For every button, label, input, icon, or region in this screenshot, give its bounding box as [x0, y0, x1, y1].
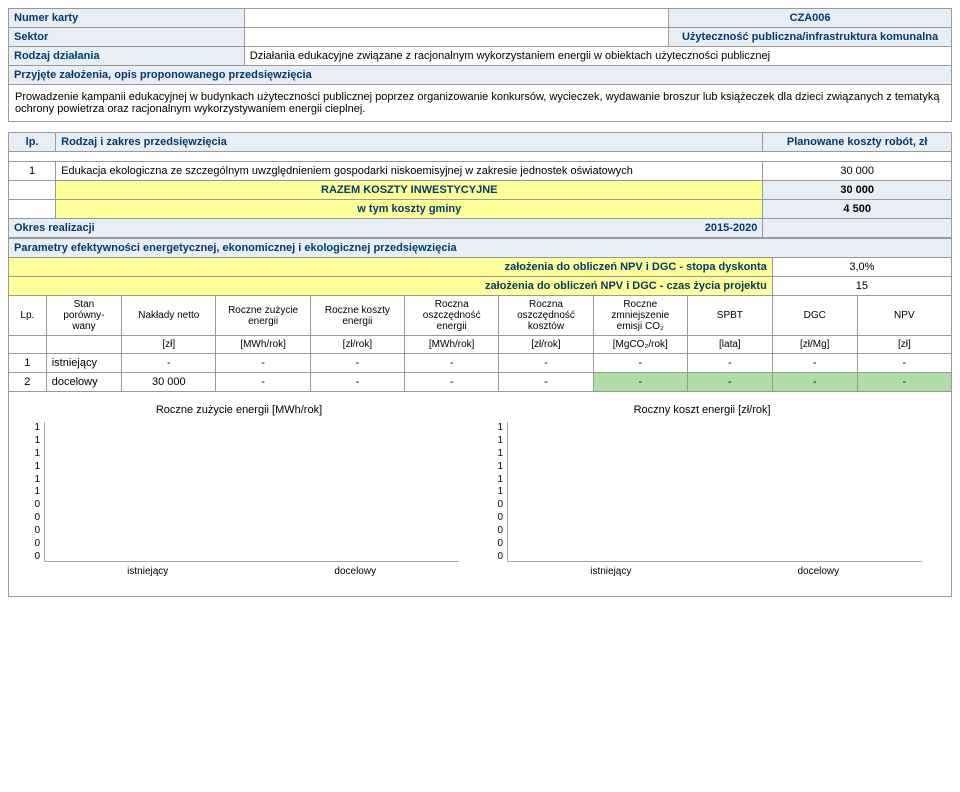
chart-cost-yaxis: 1 1 1 1 1 1 0 0 0 0 0 [482, 422, 507, 562]
npv-life-label: założenia do obliczeń NPV i DGC - czas ż… [9, 277, 773, 296]
col-co2: Roczne zmniejszenie emisji CO₂ [593, 296, 687, 336]
u-dgc: [zł/Mg] [772, 336, 857, 354]
scope-table: lp. Rodzaj i zakres przedsięwzięcia Plan… [8, 132, 952, 238]
col-zuzycie: Roczne zużycie energii [216, 296, 310, 336]
card-no-label: Numer karty [9, 9, 245, 28]
npv-rate-value: 3,0% [772, 258, 951, 277]
col-naklady: Nakłady netto [122, 296, 216, 336]
chart-energy-plot [44, 422, 459, 562]
col-spbt: SPBT [687, 296, 772, 336]
chart-energy-xaxis: istniejący docelowy [44, 562, 459, 577]
col-lp: lp. [9, 133, 56, 152]
row1-scope: Edukacja ekologiczna ze szczególnym uwzg… [56, 162, 763, 181]
chart-cost-xaxis: istniejący docelowy [507, 562, 922, 577]
total-label: RAZEM KOSZTY INWESTYCYJNE [56, 181, 763, 200]
header-table: Numer karty CZA006 Sektor Użyteczność pu… [8, 8, 952, 122]
data-row: 1 istniejący - - - - - - - - - [9, 354, 952, 373]
col-scope: Rodzaj i zakres przedsięwzięcia [56, 133, 763, 152]
col-stan: Stan porówny-wany [46, 296, 121, 336]
u-spbt: [lata] [687, 336, 772, 354]
u-osz-ko: [zł/rok] [499, 336, 593, 354]
row1-lp: 1 [9, 162, 56, 181]
action-type-label: Rodzaj działania [9, 47, 245, 66]
u-zuzycie: [MWh/rok] [216, 336, 310, 354]
chart-cost-title: Roczny koszt energii [zł/rok] [482, 404, 922, 416]
u-npv: [zł] [857, 336, 951, 354]
u-koszty: [zł/rok] [310, 336, 404, 354]
u-osz-en: [MWh/rok] [405, 336, 499, 354]
sector-label: Sektor [9, 28, 245, 47]
col-dgc: DGC [772, 296, 857, 336]
period-value: 2015-2020 [705, 222, 758, 234]
col-npv: NPV [857, 296, 951, 336]
npv-rate-label: założenia do obliczeń NPV i DGC - stopa … [9, 258, 773, 277]
card-no-value: CZA006 [669, 9, 952, 28]
chart-energy-title: Roczne zużycie energii [MWh/rok] [19, 404, 459, 416]
data-row: 2 docelowy 30 000 - - - - - - - - [9, 373, 952, 392]
col-lp2: Lp. [9, 296, 47, 336]
u-co2: [MgCO₂/rok] [593, 336, 687, 354]
sector-value: Użyteczność publiczna/infrastruktura kom… [669, 28, 952, 47]
params-title: Parametry efektywności energetycznej, ek… [9, 239, 952, 258]
chart-cost-plot [507, 422, 922, 562]
total-value: 30 000 [763, 181, 952, 200]
period-label: Okres realizacji [14, 222, 95, 234]
chart-energy: Roczne zużycie energii [MWh/rok] 1 1 1 1… [19, 404, 459, 584]
assumptions-label: Przyjęte założenia, opis proponowanego p… [9, 66, 952, 85]
assumptions-text: Prowadzenie kampanii edukacyjnej w budyn… [9, 85, 952, 122]
params-table: Parametry efektywności energetycznej, ek… [8, 238, 952, 392]
gmina-label: w tym koszty gminy [56, 200, 763, 219]
col-osz-ko: Roczna oszczędność kosztów [499, 296, 593, 336]
col-cost: Planowane koszty robót, zł [763, 133, 952, 152]
gmina-value: 4 500 [763, 200, 952, 219]
npv-life-value: 15 [772, 277, 951, 296]
chart-cost: Roczny koszt energii [zł/rok] 1 1 1 1 1 … [482, 404, 922, 584]
col-osz-en: Roczna oszczędność energii [405, 296, 499, 336]
u-naklady: [zł] [122, 336, 216, 354]
row1-cost: 30 000 [763, 162, 952, 181]
action-type-value: Działania edukacyjne związane z racjonal… [244, 47, 951, 66]
charts-container: Roczne zużycie energii [MWh/rok] 1 1 1 1… [8, 392, 952, 597]
col-koszty: Roczne koszty energii [310, 296, 404, 336]
chart-energy-yaxis: 1 1 1 1 1 1 0 0 0 0 0 [19, 422, 44, 562]
